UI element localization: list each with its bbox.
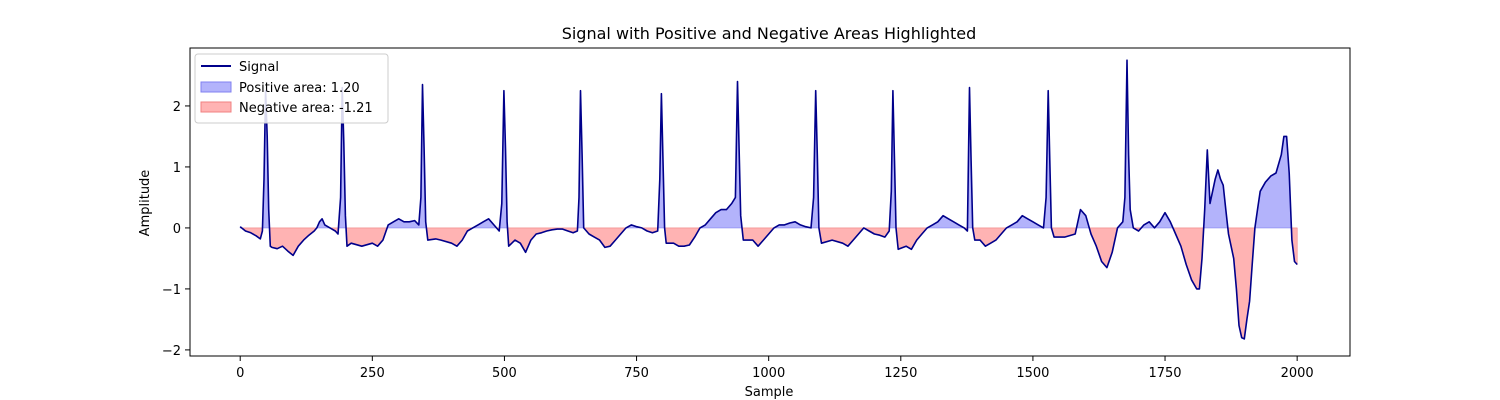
negative-area-9 — [426, 227, 474, 247]
negative-area-21 — [741, 227, 775, 247]
y-tick-label-1: 1 — [173, 161, 181, 176]
y-tick-label-2: 2 — [173, 100, 181, 115]
positive-area-42 — [1254, 136, 1292, 229]
area-fills — [239, 60, 1298, 340]
legend-box — [194, 53, 389, 124]
legend-label-positive: Positive area: 1.20 — [239, 81, 360, 96]
legend-label-signal: Signal — [239, 60, 279, 75]
x-axis: 0 250 500 750 1000 1250 1500 1750 2000 — [236, 356, 1314, 381]
x-tick-label-1750: 1750 — [1148, 366, 1181, 381]
legend-swatch-negative — [200, 101, 232, 113]
chart-title: Signal with Positive and Negative Areas … — [562, 24, 977, 43]
y-tick-label-0: 0 — [173, 222, 181, 237]
y-axis-label: Amplitude — [138, 170, 153, 237]
x-tick-label-1500: 1500 — [1016, 366, 1049, 381]
x-tick-label-0: 0 — [236, 366, 244, 381]
negative-area-15 — [583, 227, 627, 248]
negative-area-33 — [1050, 227, 1077, 238]
negative-area-13 — [507, 227, 578, 253]
signal-line — [239, 59, 1298, 340]
x-tick-label-1000: 1000 — [752, 366, 785, 381]
x-tick-label-750: 750 — [624, 366, 649, 381]
legend: Signal Positive area: 1.20 Negative area… — [194, 53, 389, 124]
legend-label-negative: Negative area: -1.21 — [239, 101, 373, 116]
y-tick-label--2: −2 — [162, 344, 181, 359]
x-tick-label-250: 250 — [360, 366, 385, 381]
x-tick-label-1250: 1250 — [884, 366, 917, 381]
plot-frame — [189, 47, 1351, 357]
x-axis-label: Sample — [745, 385, 794, 400]
x-tick-label-500: 500 — [492, 366, 517, 381]
y-tick-label--1: −1 — [162, 283, 181, 298]
negative-area-3 — [269, 227, 318, 256]
legend-swatch-positive — [200, 81, 232, 93]
y-axis: −2 −1 0 1 2 — [162, 100, 190, 359]
x-tick-label-2000: 2000 — [1281, 366, 1314, 381]
plot-area — [239, 59, 1298, 340]
negative-area-27 — [895, 227, 928, 250]
